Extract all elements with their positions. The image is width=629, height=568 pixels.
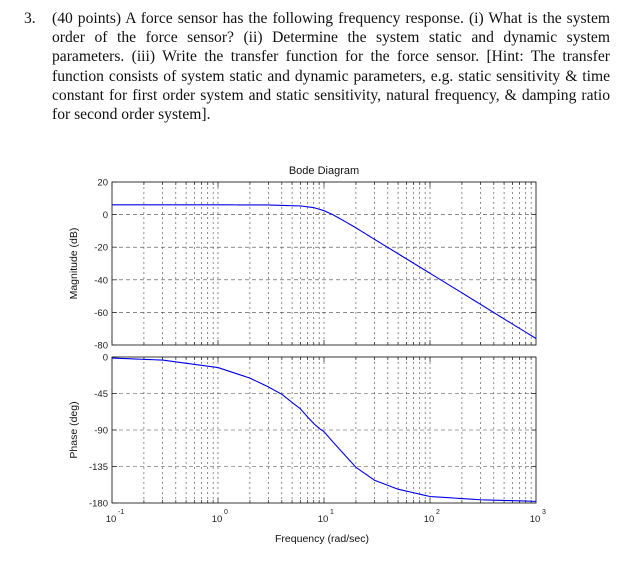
x-tick-exponent: -1 [118, 509, 124, 516]
magnitude-ytick-label: 20 [97, 178, 108, 189]
phase-ytick-label: -135 [89, 462, 108, 473]
phase-ytick-label: -45 [94, 389, 108, 400]
magnitude-ylabel: Magnitude (dB) [68, 228, 80, 300]
magnitude-ytick-label: 0 [103, 210, 108, 221]
phase-ytick-label: 0 [103, 353, 108, 364]
x-tick-base: 10 [318, 514, 329, 525]
phase-series-line [111, 357, 537, 502]
magnitude-frame [111, 181, 537, 346]
x-tick-base: 10 [530, 514, 541, 525]
x-tick-exponent: 1 [330, 509, 334, 516]
x-tick-exponent: 2 [436, 509, 440, 516]
phase-ytick-label: -180 [89, 499, 108, 510]
chart-title: Bode Diagram [289, 165, 359, 177]
phase-frame [111, 356, 537, 504]
phase-ytick-label: -90 [94, 426, 108, 437]
x-tick-base: 10 [212, 514, 223, 525]
magnitude-ytick-label: -20 [94, 243, 108, 254]
question-number: 3. [24, 10, 36, 27]
x-tick-base: 10 [424, 514, 435, 525]
magnitude-ytick-label: -40 [94, 275, 108, 286]
x-tick-exponent: 3 [542, 509, 546, 516]
x-axis-label: Frequency (rad/sec) [275, 533, 369, 545]
x-tick-exponent: 0 [224, 509, 228, 516]
magnitude-ytick-label: -60 [94, 308, 108, 319]
question-block: 3. (40 points) A force sensor has the fo… [24, 9, 610, 124]
question-text: (40 points) A force sensor has the follo… [52, 10, 610, 124]
x-tick-base: 10 [106, 514, 117, 525]
phase-ylabel: Phase (deg) [68, 401, 80, 458]
magnitude-ytick-label: -80 [94, 341, 108, 352]
magnitude-series-line [112, 204, 537, 339]
